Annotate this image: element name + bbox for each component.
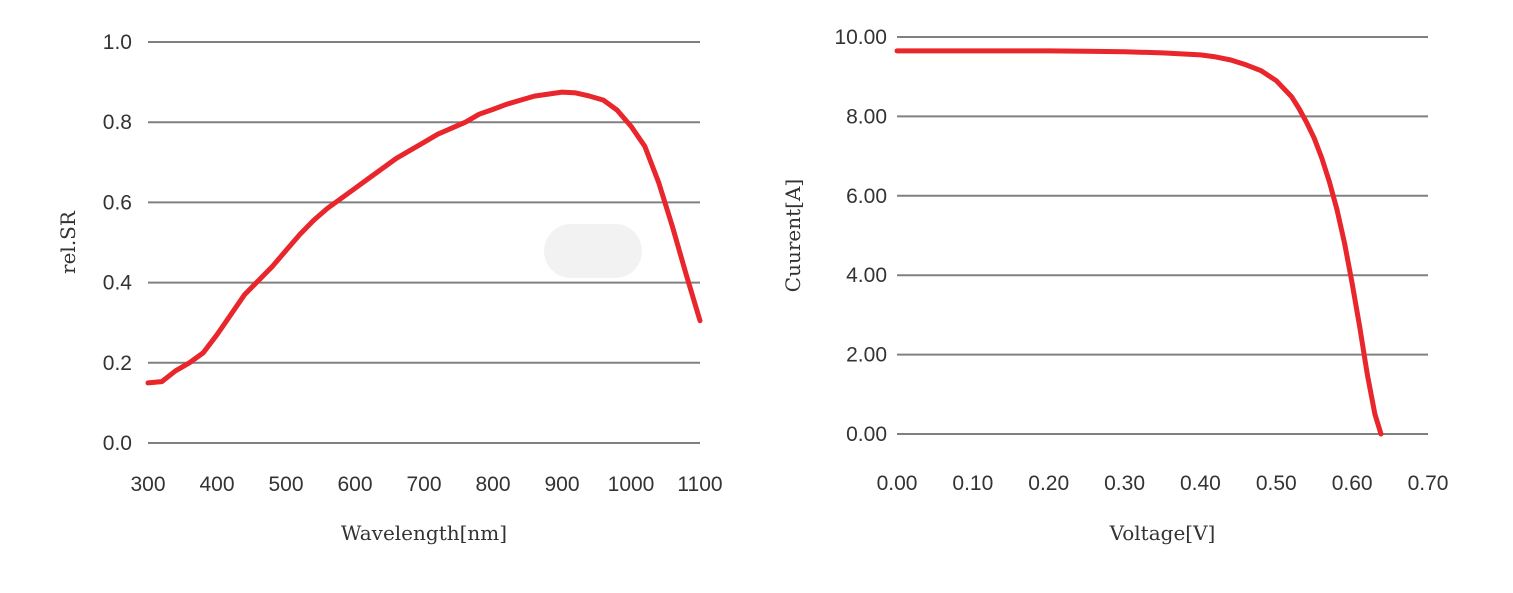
x-tick-label: 500 [268, 473, 303, 496]
x-tick-label: 0.40 [1180, 472, 1221, 495]
x-axis-title: Wavelength[nm] [341, 521, 507, 545]
y-tick-label: 1.0 [103, 31, 132, 54]
y-tick-label: 0.00 [846, 423, 887, 446]
x-tick-label: 0.60 [1332, 472, 1373, 495]
series-line [145, 89, 703, 386]
x-tick-label: 400 [199, 473, 234, 496]
y-tick-label: 4.00 [846, 264, 887, 287]
y-tick-label: 10.00 [834, 26, 887, 49]
x-tick-label: 0.30 [1104, 472, 1145, 495]
x-axis-title: Voltage[V] [1109, 521, 1216, 545]
x-tick-label: 1100 [677, 473, 722, 496]
x-tick-label: 900 [544, 473, 579, 496]
x-tick-label: 0.00 [877, 472, 918, 495]
y-tick-label: 0.8 [103, 111, 132, 134]
y-tick-label: 0.2 [103, 352, 132, 375]
x-tick-label: 0.70 [1408, 472, 1449, 495]
x-tick-label: 600 [337, 473, 372, 496]
y-tick-label: 0.6 [103, 191, 132, 214]
spectral-response-chart: 0.0 0.2 0.4 0.6 0.8 1.0 300 400 500 600 700 800 900 1… [56, 31, 723, 545]
series-line [894, 48, 1384, 437]
y-tick-label: 0.0 [103, 432, 132, 455]
background-blob [544, 224, 642, 278]
x-tick-label: 800 [475, 473, 510, 496]
x-tick-label: 700 [406, 473, 441, 496]
x-tick-label: 0.20 [1028, 472, 1069, 495]
x-tick-label: 1000 [608, 473, 655, 496]
x-tick-label: 0.50 [1256, 472, 1297, 495]
y-tick-label: 6.00 [846, 185, 887, 208]
y-axis-title: rel.SR [56, 210, 80, 274]
x-tick-label: 300 [130, 473, 165, 496]
y-tick-label: 0.4 [103, 272, 133, 295]
x-tick-label: 0.10 [952, 472, 993, 495]
y-axis-title: Cuurent[A] [781, 179, 805, 292]
y-tick-label: 8.00 [846, 105, 887, 128]
y-tick-label: 2.00 [846, 344, 887, 367]
iv-curve-chart: 0.00 2.00 4.00 6.00 8.00 10.00 0.00 0.10 0.20 0.3… [781, 26, 1448, 545]
